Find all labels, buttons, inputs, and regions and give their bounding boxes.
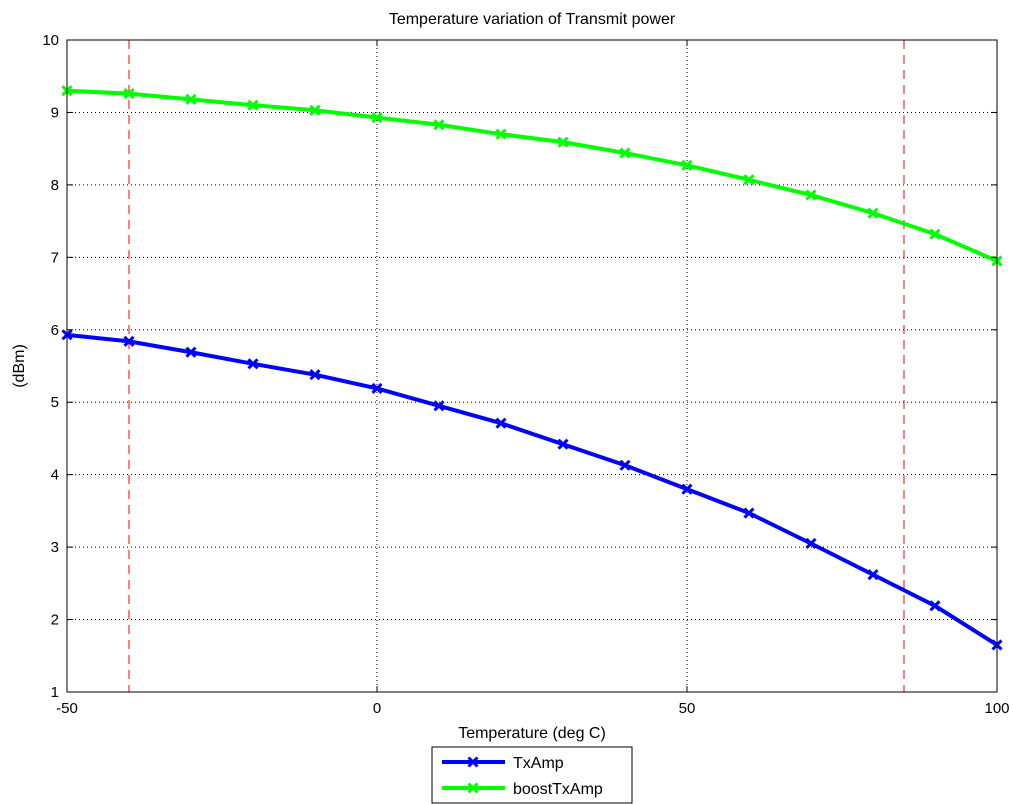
series-boosttxamp xyxy=(61,85,1003,267)
data-point-marker xyxy=(743,174,755,186)
x-tick-label: -50 xyxy=(56,700,78,717)
data-point-marker xyxy=(557,136,569,148)
data-point-marker xyxy=(929,228,941,240)
y-tick-label: 7 xyxy=(51,249,59,266)
data-point-marker xyxy=(247,99,259,111)
data-point-marker xyxy=(867,207,879,219)
x-axis-label: Temperature (deg C) xyxy=(458,725,606,742)
data-point-marker xyxy=(805,189,817,201)
data-point-marker xyxy=(867,569,879,581)
data-point-marker xyxy=(619,459,631,471)
legend-item: boostTxAmp xyxy=(442,781,603,798)
data-point-marker xyxy=(467,782,479,794)
y-tick-label: 4 xyxy=(51,467,59,484)
chart-title: Temperature variation of Transmit power xyxy=(389,11,676,28)
grid-layer xyxy=(67,40,997,692)
y-tick-label: 1 xyxy=(51,684,59,701)
data-point-marker xyxy=(185,93,197,105)
data-point-marker xyxy=(309,104,321,116)
data-point-marker xyxy=(495,417,507,429)
data-point-marker xyxy=(929,600,941,612)
data-point-marker xyxy=(309,369,321,381)
data-point-marker xyxy=(371,111,383,124)
series-line xyxy=(66,88,998,263)
data-point-marker xyxy=(467,756,479,768)
data-point-marker xyxy=(557,438,569,450)
series-layer xyxy=(61,85,1003,651)
data-point-marker xyxy=(371,382,383,395)
legend-label: boostTxAmp xyxy=(513,781,603,798)
legend-label: TxAmp xyxy=(513,755,564,772)
y-tick-label: 5 xyxy=(51,394,59,411)
y-tick-label: 2 xyxy=(51,612,59,629)
data-point-marker xyxy=(123,335,135,347)
y-tick-label: 3 xyxy=(51,539,59,556)
data-point-marker xyxy=(681,483,693,495)
data-point-marker xyxy=(433,119,445,131)
series-txamp xyxy=(61,329,1003,651)
y-axis-label: (dBm) xyxy=(11,344,28,388)
tick-layer: -50 0 50 100 1 2 3 4 5 6 7 8 9 10 xyxy=(42,32,1009,717)
data-point-marker xyxy=(743,507,755,519)
data-point-marker xyxy=(185,346,197,358)
data-point-marker xyxy=(123,88,135,100)
data-point-marker xyxy=(681,159,693,171)
y-tick-label: 8 xyxy=(51,177,59,194)
data-point-marker xyxy=(619,147,631,159)
x-tick-label: 0 xyxy=(373,700,381,717)
data-point-marker xyxy=(805,537,817,550)
x-tick-label: 100 xyxy=(984,700,1009,717)
plot-frame xyxy=(66,39,998,693)
series-line xyxy=(66,332,999,647)
data-point-marker xyxy=(433,400,445,412)
y-tick-label: 10 xyxy=(42,32,59,49)
legend-item: TxAmp xyxy=(442,755,564,772)
data-point-marker xyxy=(495,128,507,140)
y-tick-label: 9 xyxy=(51,104,59,121)
x-tick-label: 50 xyxy=(679,700,696,717)
reference-lines-layer xyxy=(128,40,905,692)
legend: TxAmp boostTxAmp xyxy=(431,746,633,804)
data-point-marker xyxy=(247,358,259,370)
y-tick-label: 6 xyxy=(51,322,59,339)
legend-box xyxy=(431,746,633,804)
